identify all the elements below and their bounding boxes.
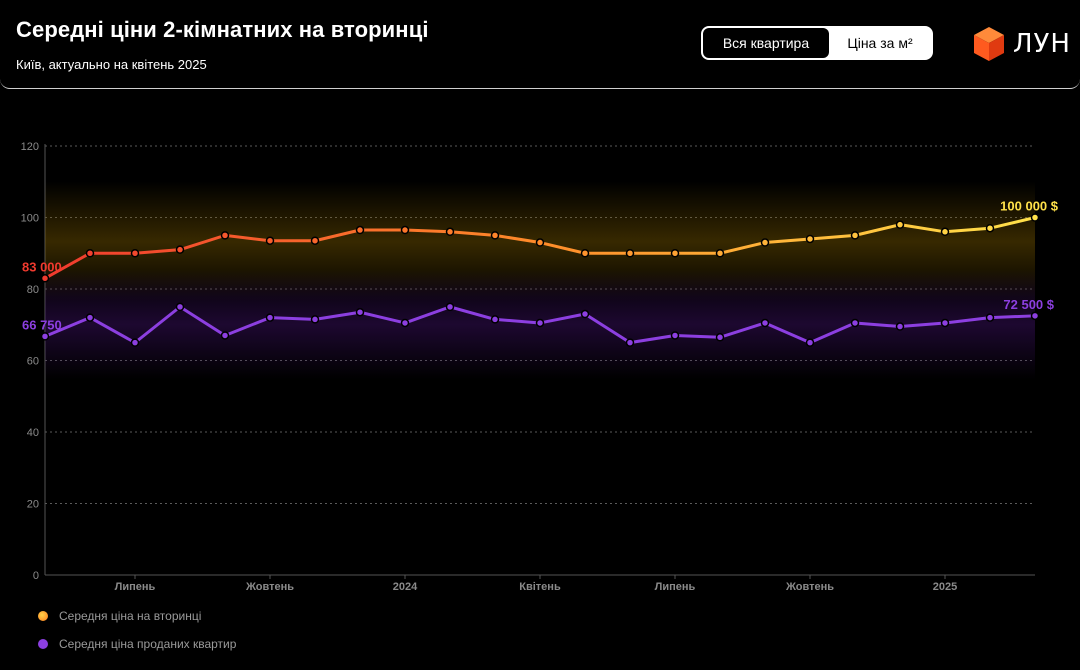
x-tick-label: Жовтень bbox=[785, 581, 834, 593]
data-point-sold bbox=[400, 318, 410, 328]
toggle-price-per-m2[interactable]: Ціна за м² bbox=[847, 35, 913, 51]
data-point-sold bbox=[940, 318, 950, 328]
data-point-secondary bbox=[715, 249, 725, 258]
legend-sold[interactable]: Середня ціна проданих квартир bbox=[38, 637, 236, 651]
data-point-sold bbox=[535, 318, 545, 328]
data-point-secondary bbox=[130, 249, 140, 258]
data-point-sold bbox=[265, 313, 275, 322]
data-point-sold bbox=[760, 318, 770, 328]
page-title: Середні ціни 2-кімнатних на вторинці bbox=[16, 17, 429, 42]
data-point-sold bbox=[580, 309, 590, 319]
data-point-sold bbox=[85, 313, 95, 322]
legend-secondary[interactable]: Середня ціна на вторинці bbox=[38, 609, 201, 623]
logo-text: ЛУН bbox=[1013, 29, 1071, 59]
data-point-secondary bbox=[400, 225, 410, 235]
data-point-secondary bbox=[220, 231, 230, 240]
x-tick-label: 2024 bbox=[393, 581, 418, 593]
data-point-secondary bbox=[310, 236, 320, 245]
data-point-sold bbox=[40, 332, 50, 341]
data-point-secondary bbox=[535, 238, 545, 247]
y-tick-label: 60 bbox=[27, 356, 39, 368]
data-point-sold bbox=[625, 338, 635, 347]
data-point-secondary bbox=[355, 225, 365, 235]
data-point-secondary bbox=[265, 236, 275, 245]
data-point-secondary bbox=[40, 274, 50, 283]
y-tick-label: 0 bbox=[33, 570, 39, 582]
data-point-sold bbox=[805, 338, 815, 347]
data-point-sold bbox=[220, 331, 230, 340]
data-point-sold bbox=[130, 338, 140, 347]
data-point-sold bbox=[850, 318, 860, 328]
series-start-label-secondary: 83 000 bbox=[22, 259, 62, 274]
toggle-whole-apartment[interactable]: Вся квартира bbox=[703, 28, 829, 58]
y-tick-label: 80 bbox=[27, 284, 39, 296]
data-point-sold bbox=[175, 302, 185, 312]
y-tick-label: 120 bbox=[21, 141, 39, 153]
data-point-sold bbox=[310, 315, 320, 324]
x-tick-label: Липень bbox=[115, 581, 156, 593]
cube-logo-icon bbox=[974, 27, 1004, 61]
data-point-sold bbox=[670, 331, 680, 340]
data-point-secondary bbox=[895, 220, 905, 229]
lun-logo[interactable]: ЛУН bbox=[973, 26, 1071, 62]
legend-dot-secondary bbox=[38, 611, 48, 621]
series-end-label-secondary: 100 000 $ bbox=[1000, 199, 1059, 214]
y-tick-label: 20 bbox=[27, 499, 39, 511]
data-point-sold bbox=[985, 313, 995, 322]
x-tick-label: Квітень bbox=[519, 581, 561, 593]
x-tick-label: Жовтень bbox=[245, 581, 294, 593]
data-point-sold bbox=[1030, 311, 1040, 321]
legend-label-secondary: Середня ціна на вторинці bbox=[59, 609, 202, 623]
data-point-sold bbox=[445, 302, 455, 312]
data-point-sold bbox=[715, 333, 725, 342]
price-mode-toggle[interactable]: Вся квартира Ціна за м² bbox=[701, 26, 933, 60]
series-end-label-sold: 72 500 $ bbox=[1003, 297, 1054, 312]
price-line-chart: 0 20 40 60 80 100 120 Липень Жовтень 2024 Квітень Л… bbox=[21, 141, 1059, 593]
data-point-sold bbox=[355, 307, 365, 317]
y-tick-label: 100 bbox=[21, 213, 39, 225]
data-point-secondary bbox=[985, 223, 995, 233]
data-point-secondary bbox=[580, 249, 590, 258]
x-tick-label: Липень bbox=[655, 581, 696, 593]
x-tick-label: 2025 bbox=[933, 581, 957, 593]
data-point-secondary bbox=[670, 249, 680, 258]
series-start-label-sold: 66 750 bbox=[22, 317, 62, 332]
data-point-sold bbox=[895, 322, 905, 331]
data-point-secondary bbox=[175, 245, 185, 254]
data-point-secondary bbox=[1030, 213, 1040, 222]
header: Середні ціни 2-кімнатних на вторинці Киї… bbox=[0, 0, 1080, 89]
data-point-secondary bbox=[805, 234, 815, 244]
data-point-secondary bbox=[625, 249, 635, 258]
chart-panel: 0 20 40 60 80 100 120 Липень Жовтень 2024 Квітень Л… bbox=[0, 89, 1080, 670]
data-point-sold bbox=[490, 315, 500, 324]
page-subtitle: Київ, актуально на квітень 2025 bbox=[16, 57, 207, 72]
data-point-secondary bbox=[490, 231, 500, 240]
data-point-secondary bbox=[850, 231, 860, 240]
data-point-secondary bbox=[760, 238, 770, 247]
data-point-secondary bbox=[85, 249, 95, 258]
data-point-secondary bbox=[445, 227, 455, 237]
data-point-secondary bbox=[940, 227, 950, 237]
legend-dot-sold bbox=[38, 639, 48, 649]
legend-label-sold: Середня ціна проданих квартир bbox=[59, 637, 237, 651]
y-tick-label: 40 bbox=[27, 427, 39, 439]
